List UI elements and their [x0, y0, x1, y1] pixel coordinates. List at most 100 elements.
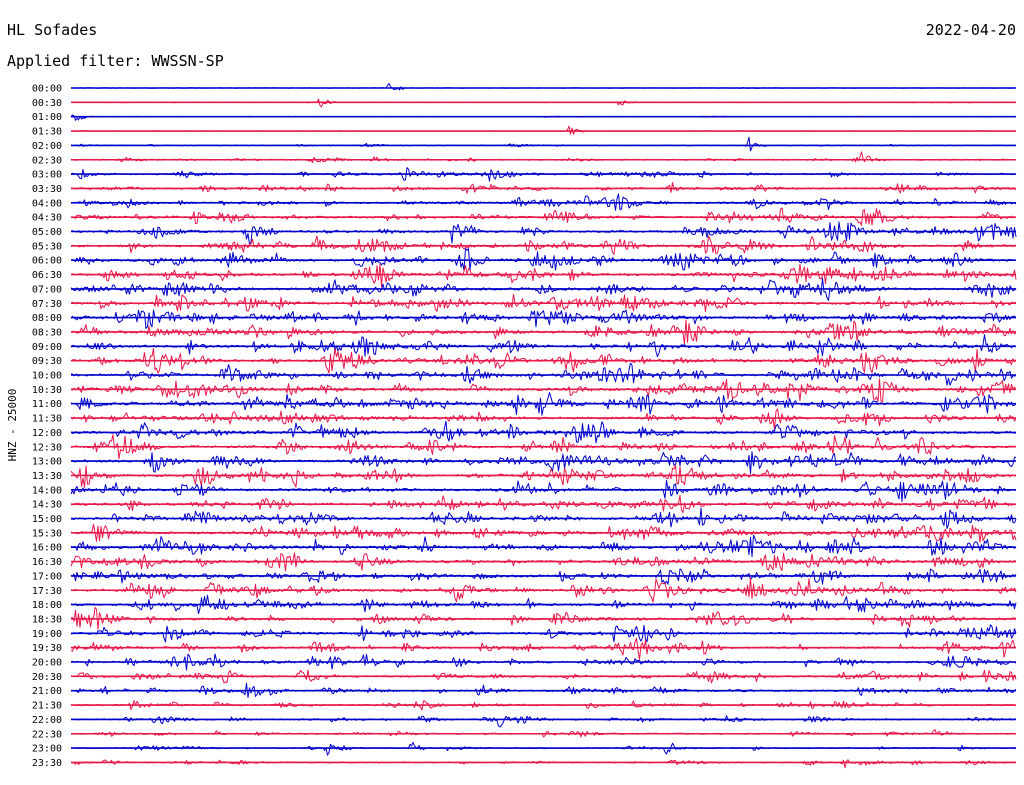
- time-tick-label: 10:30: [32, 385, 62, 396]
- time-tick-label: 00:30: [32, 98, 62, 109]
- trace-row-0830: [70, 319, 1017, 345]
- time-tick-label: 19:00: [32, 629, 62, 640]
- trace-row-1100: [70, 392, 1017, 416]
- time-tick-label: 21:30: [32, 701, 62, 712]
- time-tick-label: 10:00: [32, 371, 62, 382]
- trace-row-0030: [70, 98, 1017, 108]
- trace-row-0800: [70, 309, 1017, 329]
- time-tick-label: 06:00: [32, 256, 62, 267]
- time-tick-label: 14:30: [32, 500, 62, 511]
- trace-row-2130: [70, 700, 1017, 711]
- trace-row-0230: [70, 151, 1017, 164]
- y-axis-label: HNZ - 25000: [6, 389, 19, 462]
- time-tick-label: 20:30: [32, 672, 62, 683]
- time-tick-label: 11:00: [32, 399, 62, 410]
- trace-row-0600: [70, 248, 1017, 271]
- time-tick-label: 05:30: [32, 241, 62, 252]
- trace-row-1500: [70, 507, 1017, 529]
- trace-row-2000: [70, 653, 1017, 671]
- filter-label: Applied filter: WWSSN-SP: [7, 52, 224, 70]
- trace-group: [70, 83, 1017, 769]
- time-tick-label: 16:30: [32, 557, 62, 568]
- trace-row-0430: [70, 207, 1017, 226]
- trace-row-2100: [70, 682, 1017, 698]
- time-tick-label: 01:00: [32, 112, 62, 123]
- time-tick-label: 04:30: [32, 213, 62, 224]
- time-tick-label: 15:30: [32, 528, 62, 539]
- time-tick-label: 04:00: [32, 198, 62, 209]
- trace-row-1730: [70, 577, 1017, 603]
- trace-row-1030: [70, 378, 1017, 403]
- time-tick-label: 05:00: [32, 227, 62, 238]
- trace-row-2230: [71, 729, 1017, 738]
- trace-row-0200: [70, 136, 1017, 152]
- trace-row-1430: [70, 494, 1017, 514]
- trace-row-0730: [70, 293, 1017, 312]
- trace-row-2030: [70, 669, 1017, 684]
- trace-row-1330: [70, 464, 1017, 488]
- time-tick-label: 06:30: [32, 270, 62, 281]
- trace-row-1930: [70, 637, 1017, 661]
- trace-row-0100: [70, 114, 1017, 121]
- trace-row-1400: [70, 479, 1017, 503]
- trace-row-1130: [70, 408, 1017, 430]
- time-tick-label: 14:00: [32, 485, 62, 496]
- trace-row-0300: [70, 167, 1017, 182]
- time-tick-label: 18:00: [32, 600, 62, 611]
- time-tick-label: 15:00: [32, 514, 62, 525]
- time-tick-label: 17:30: [32, 586, 62, 597]
- trace-row-1230: [70, 434, 1017, 460]
- time-tick-label: 08:30: [32, 327, 62, 338]
- trace-row-1830: [70, 607, 1017, 630]
- time-tick-label: 21:00: [32, 686, 62, 697]
- time-tick-label: 18:30: [32, 614, 62, 625]
- trace-row-2300: [70, 741, 1017, 756]
- time-tick-label: 02:00: [32, 141, 62, 152]
- trace-row-1600: [70, 534, 1017, 558]
- time-tick-label: 23:30: [32, 758, 62, 769]
- trace-row-1800: [70, 594, 1017, 614]
- station-title: HL Sofades: [7, 21, 97, 39]
- time-tick-label: 13:00: [32, 457, 62, 468]
- time-tick-label: 16:00: [32, 543, 62, 554]
- time-tick-label: 03:00: [32, 170, 62, 181]
- trace-row-1200: [70, 420, 1016, 444]
- trace-row-0130: [70, 125, 1017, 135]
- trace-row-0400: [70, 193, 1017, 211]
- trace-row-0630: [70, 263, 1017, 288]
- trace-row-2330: [70, 759, 1017, 769]
- time-tick-label: 22:30: [32, 729, 62, 740]
- time-tick-labels: 00:00 00:30 01:00 01:30 02:00 02:30 03:00 03:30…: [32, 84, 62, 769]
- trace-row-0900: [70, 334, 1017, 358]
- trace-row-1530: [70, 523, 1017, 543]
- trace-row-0330: [70, 182, 1017, 194]
- time-tick-label: 09:30: [32, 356, 62, 367]
- time-tick-label: 07:30: [32, 299, 62, 310]
- trace-row-1630: [70, 552, 1017, 572]
- time-tick-label: 17:00: [32, 571, 62, 582]
- trace-row-0500: [70, 221, 1017, 245]
- time-tick-label: 13:30: [32, 471, 62, 482]
- time-tick-label: 20:00: [32, 658, 62, 669]
- time-tick-label: 00:00: [32, 84, 62, 95]
- trace-row-1000: [70, 362, 1017, 386]
- trace-row-0000: [70, 83, 1017, 91]
- trace-row-0530: [70, 235, 1017, 255]
- trace-row-2200: [70, 715, 1017, 728]
- trace-row-1300: [70, 451, 1017, 474]
- time-tick-label: 08:00: [32, 313, 62, 324]
- time-tick-label: 12:30: [32, 442, 62, 453]
- time-tick-label: 03:30: [32, 184, 62, 195]
- time-tick-label: 22:00: [32, 715, 62, 726]
- trace-row-0930: [70, 348, 1017, 374]
- trace-row-1700: [70, 568, 1017, 585]
- trace-row-0700: [70, 277, 1017, 301]
- time-tick-label: 23:00: [32, 744, 62, 755]
- trace-row-1900: [70, 624, 1017, 643]
- time-tick-label: 01:30: [32, 127, 62, 138]
- time-tick-label: 02:30: [32, 155, 62, 166]
- time-tick-label: 07:00: [32, 284, 62, 295]
- time-tick-label: 12:00: [32, 428, 62, 439]
